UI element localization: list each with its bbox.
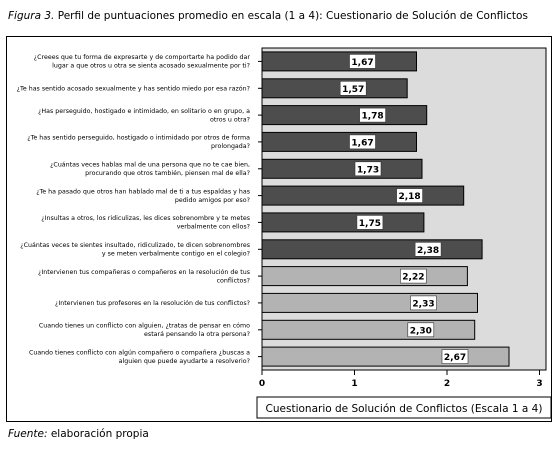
category-label-5: ¿Cuántas veces hablas mal de una persona… xyxy=(50,161,250,178)
value-label-9: 2,22 xyxy=(402,273,424,283)
bar-1 xyxy=(261,51,417,72)
value-label-box-5 xyxy=(354,161,382,177)
figure-caption-text: Perfil de puntuaciones promedio en escal… xyxy=(57,10,528,22)
value-label-box-8 xyxy=(414,242,442,257)
category-label-2: ¿Te has sentido acosado sexualmente y ha… xyxy=(17,85,250,93)
value-label-box-7 xyxy=(356,215,384,230)
value-label-box-11 xyxy=(407,322,435,338)
value-label-10: 2,33 xyxy=(412,299,434,309)
value-label-1: 1,67 xyxy=(351,58,373,68)
category-label-12: Cuando tienes conflicto con algún compañ… xyxy=(29,348,250,365)
x-axis-title-box xyxy=(256,396,552,419)
source-note: Fuente: elaboración propia xyxy=(8,428,149,440)
bar-12 xyxy=(261,346,510,367)
x-tick-label-3: 3 xyxy=(536,379,542,389)
value-label-box-6 xyxy=(396,188,423,203)
bar-5 xyxy=(261,158,423,179)
x-tick-label-1: 1 xyxy=(351,379,357,389)
category-label-4: ¿Te has sentido perseguido, hostigado o … xyxy=(27,135,250,151)
value-label-box-3 xyxy=(359,107,386,123)
source-note-label: Fuente: xyxy=(8,428,48,440)
value-label-6: 2,18 xyxy=(398,192,420,202)
bar-9 xyxy=(261,266,468,287)
value-label-box-12 xyxy=(441,349,469,364)
bar-7 xyxy=(261,212,425,233)
bar-11 xyxy=(261,319,476,340)
value-label-8: 2,38 xyxy=(417,246,439,256)
value-label-box-9 xyxy=(400,268,427,284)
bar-3 xyxy=(261,105,428,126)
value-label-5: 1,73 xyxy=(357,165,379,175)
value-label-box-2 xyxy=(339,81,367,96)
bar-6 xyxy=(261,185,465,206)
value-label-7: 1,75 xyxy=(359,219,381,229)
category-label-9: ¿Intervienen tus compañeras o compañeros… xyxy=(38,268,250,285)
x-tick-label-2: 2 xyxy=(444,379,450,389)
source-note-text: elaboración propia xyxy=(50,428,149,440)
x-tick-label-0: 0 xyxy=(259,379,265,389)
category-label-1: ¿Creees que tu forma de expresarte y de … xyxy=(34,54,251,69)
category-label-3: ¿Has perseguido, hostigado e intimidado,… xyxy=(38,108,250,124)
figure-caption: Figura 3. Perfil de puntuaciones promedi… xyxy=(8,10,528,22)
category-label-6: ¿Te ha pasado que otros han hablado mal … xyxy=(36,188,250,204)
value-label-box-1 xyxy=(349,54,376,69)
category-label-11: Cuando tienes un conflicto con alguien, … xyxy=(39,322,250,339)
value-label-box-4 xyxy=(349,134,376,150)
bar-10 xyxy=(261,292,478,313)
value-label-3: 1,78 xyxy=(361,112,383,122)
category-label-8: ¿Cuántas veces te sientes insultado, rid… xyxy=(20,241,250,258)
x-axis-title: Cuestionario de Solución de Conflictos (… xyxy=(266,403,543,415)
value-label-2: 1,57 xyxy=(342,85,364,95)
plot-area xyxy=(261,47,547,371)
value-label-4: 1,67 xyxy=(351,138,373,148)
category-label-7: ¿Insultas a otros, los ridiculizas, les … xyxy=(41,215,250,231)
bar-4 xyxy=(261,131,417,152)
value-label-box-10 xyxy=(410,295,437,311)
value-label-12: 2,67 xyxy=(444,353,466,363)
value-label-11: 2,30 xyxy=(410,326,432,336)
category-label-10: ¿Intervienen tus profesores en la resolu… xyxy=(55,299,250,307)
bar-8 xyxy=(261,239,483,260)
figure-caption-label: Figura 3. xyxy=(8,10,55,22)
bar-2 xyxy=(261,78,408,99)
